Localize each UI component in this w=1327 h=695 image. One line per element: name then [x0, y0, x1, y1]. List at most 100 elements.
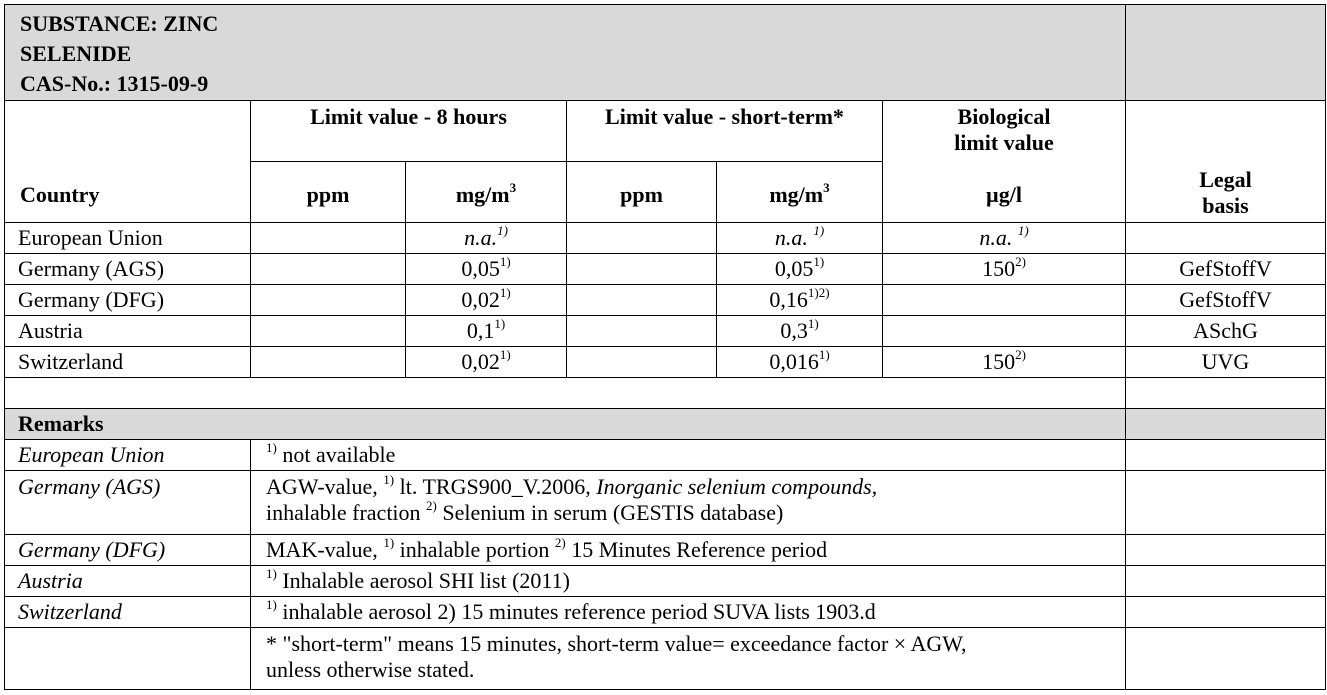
row-ppm-8h [250, 284, 406, 316]
table-row: Switzerland 0,021) 0,0161) 1502) UVG [4, 346, 1326, 378]
cube-sup-8h: 3 [509, 179, 517, 195]
legal-basis-header: Legal basis [1125, 100, 1326, 223]
row-mg-short: 0,051) [716, 253, 883, 285]
footnote-sup: 1) [266, 439, 277, 455]
spacer-cell [4, 377, 1126, 409]
remark-text: * "short-term" means 15 minutes, short-t… [250, 627, 1126, 690]
legal-header-line2: basis [1202, 193, 1249, 218]
legal-header-line1: Legal [1199, 167, 1252, 192]
remark-row: Switzerland 1) inhalable aerosol 2) 15 m… [4, 596, 1326, 628]
remark-country: Switzerland [4, 596, 251, 628]
row-bio: 1502) [882, 253, 1126, 285]
remarks-title: Remarks [4, 408, 1126, 440]
row-ppm-short [566, 346, 717, 378]
spacer-row [4, 377, 1326, 409]
remarks-header-row: Remarks [4, 408, 1326, 440]
biological-header-line2: limit value [954, 130, 1054, 155]
header-row-units: ppm mg/m3 ppm mg/m3 µg/l [5, 161, 1326, 223]
value: n.a. [774, 225, 814, 250]
row-country: Germany (AGS) [4, 253, 251, 285]
footnote-sup: 1) [499, 346, 511, 362]
value: 150 [982, 256, 1016, 281]
remark-country: European Union [4, 439, 251, 471]
row-mg-8h: 0,11) [405, 315, 567, 347]
footnote-sup: 2) [554, 534, 566, 550]
remark-blank [1125, 439, 1326, 471]
substance-name-line2: SELENIDE [20, 41, 132, 66]
remark-country: Austria [4, 565, 251, 597]
value: 0,02 [461, 349, 500, 374]
footnote-sup: 2) [1015, 253, 1026, 269]
value: 0,3 [780, 318, 808, 343]
footnote-sup: 1) [813, 253, 825, 269]
row-mg-short: 0,31) [716, 315, 883, 347]
ppm-short-header: ppm [566, 161, 717, 223]
remark-blank [1125, 627, 1326, 690]
footnote-sup: 1) [383, 471, 395, 487]
row-mg-8h: 0,051) [405, 253, 567, 285]
remark-row: * "short-term" means 15 minutes, short-t… [4, 627, 1326, 690]
value: 0,016 [769, 349, 819, 374]
row-mg-short: n.a. 1) [716, 222, 883, 254]
remark-text-run: inhalable aerosol 2) 15 minutes referenc… [276, 599, 876, 624]
mgm3-short-header: mg/m3 [716, 161, 883, 223]
spacer-cell-right [1125, 377, 1326, 409]
remark-text-run: inhalable portion [394, 537, 555, 562]
biological-header: Biological limit value [882, 100, 1126, 162]
remark-row: Germany (AGS) AGW-value, 1) lt. TRGS900_… [4, 470, 1326, 535]
remark-text: 1) not available [250, 439, 1126, 471]
row-bio: 1502) [882, 346, 1126, 378]
row-ppm-8h [250, 346, 406, 378]
header-row-top: Country Limit value - 8 hours Limit valu… [4, 100, 1326, 223]
footnote-sup: 1) [1017, 222, 1029, 238]
footnote-sup: 1) [807, 315, 819, 331]
ppm-8h-header: ppm [250, 161, 406, 223]
row-legal: ASchG [1125, 315, 1326, 347]
footnote-sup: 1) [499, 253, 511, 269]
remark-row: European Union 1) not available [4, 439, 1326, 471]
remark-text-run: * "short-term" means 15 minutes, short-t… [266, 631, 967, 656]
row-ppm-8h [250, 315, 406, 347]
value: n.a. [464, 225, 498, 250]
country-header: Country [4, 100, 251, 223]
remark-text-run: not available [276, 442, 396, 467]
row-ppm-short [566, 315, 717, 347]
footnote-sup: 1)2) [807, 284, 830, 300]
value: n.a. [979, 225, 1018, 250]
row-mg-8h: n.a.1) [405, 222, 567, 254]
row-mg-8h: 0,021) [405, 284, 567, 316]
mgm3-8h-label: mg/m [455, 182, 510, 207]
substance-title: SUBSTANCE: ZINC SELENIDE CAS-No.: 1315-0… [4, 4, 1126, 101]
value: 150 [982, 349, 1016, 374]
substance-name-line1: SUBSTANCE: ZINC [20, 11, 219, 36]
row-legal: GefStoffV [1125, 284, 1326, 316]
value: 0,16 [769, 287, 808, 312]
remark-blank [1125, 534, 1326, 566]
remarks-header-blank [1125, 408, 1326, 440]
value: 0,1 [466, 318, 495, 343]
remark-text-run: lt. TRGS900_V.2006, [394, 474, 597, 499]
footnote-sup: 1) [499, 284, 511, 300]
remark-text: 1) Inhalable aerosol SHI list (2011) [250, 565, 1126, 597]
remark-text-run: AGW-value, [266, 474, 384, 499]
cube-sup-short: 3 [823, 179, 830, 195]
row-mg-short: 0,161)2) [716, 284, 883, 316]
footnote-sup: 2) [426, 497, 437, 513]
row-ppm-short [566, 222, 717, 254]
table-row: Austria 0,11) 0,31) ASchG [4, 315, 1326, 347]
remark-text-run: unless otherwise stated. [266, 657, 475, 682]
row-bio: n.a. 1) [882, 222, 1126, 254]
value: 0,02 [461, 287, 500, 312]
row-country: European Union [4, 222, 251, 254]
row-ppm-8h [250, 222, 406, 254]
remark-row: Austria 1) Inhalable aerosol SHI list (2… [4, 565, 1326, 597]
limit-short-header: Limit value - short-term* [566, 100, 883, 162]
footnote-sup: 1) [818, 346, 830, 362]
remark-country: Germany (DFG) [4, 534, 251, 566]
remark-blank [1125, 596, 1326, 628]
remark-country: Germany (AGS) [4, 470, 251, 535]
remark-country [4, 627, 251, 690]
footnote-sup: 1) [266, 565, 277, 581]
row-mg-8h: 0,021) [405, 346, 567, 378]
biological-header-line1: Biological [957, 104, 1051, 129]
